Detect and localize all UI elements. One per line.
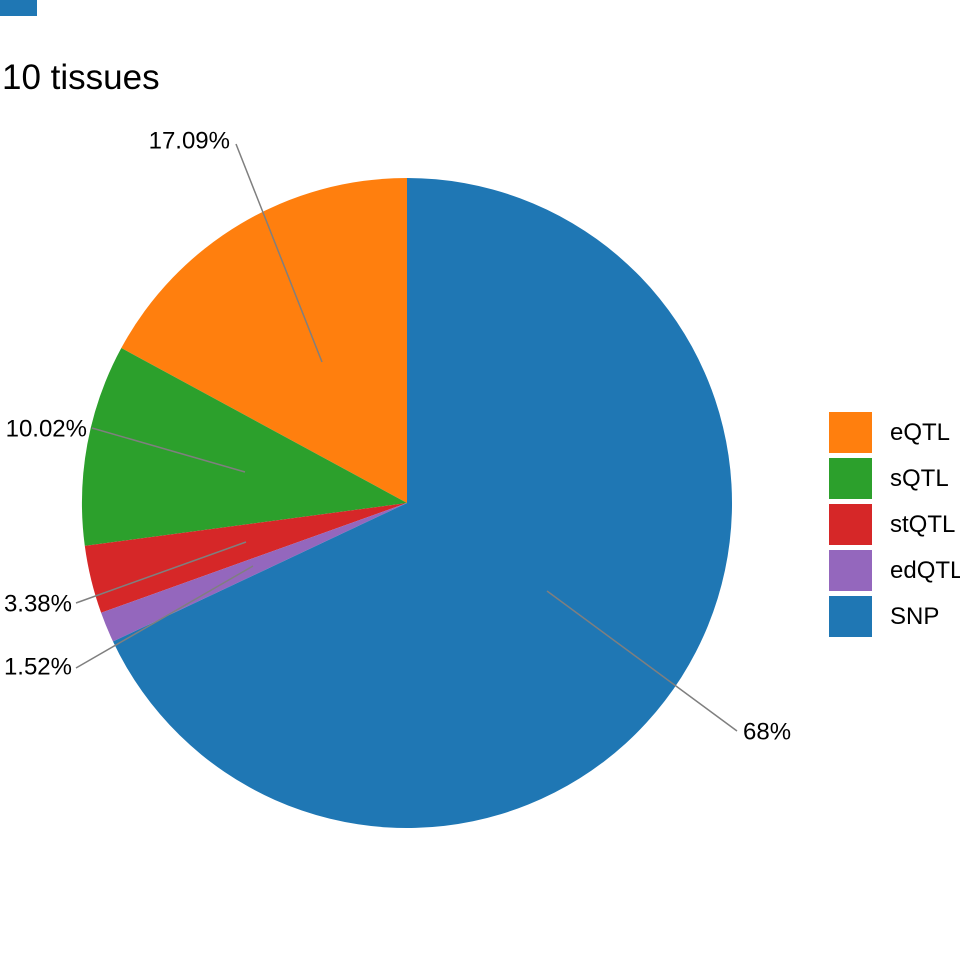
- legend-swatch-eqtl: [829, 412, 872, 453]
- legend-swatch-snp: [829, 596, 872, 637]
- leader-line-snp: [546, 590, 738, 732]
- legend-swatch-stqtl: [829, 504, 872, 545]
- slice-label-snp: 68%: [743, 719, 791, 746]
- legend-label-snp: SNP: [890, 602, 940, 630]
- legend-label-eqtl: eQTL: [890, 418, 951, 446]
- pie-slice-snp[interactable]: [113, 178, 733, 829]
- slice-label-stqtl: 3.38%: [4, 591, 72, 618]
- leader-line-edqtl: [75, 565, 254, 669]
- pie-slice-stqtl[interactable]: [84, 503, 408, 613]
- legend-item-stqtl[interactable]: stQTL: [829, 504, 960, 545]
- legend: eQTL sQTL stQTL edQTL SNP: [829, 412, 960, 637]
- legend-label-edqtl: edQTL: [890, 556, 960, 584]
- pie-slice-eqtl[interactable]: [121, 178, 408, 503]
- slice-label-edqtl: 1.52%: [4, 654, 72, 681]
- leader-line-sqtl: [91, 427, 246, 473]
- legend-item-snp[interactable]: SNP: [829, 596, 960, 637]
- slice-label-eqtl: 17.09%: [149, 128, 230, 155]
- leader-line-stqtl: [75, 541, 247, 604]
- legend-swatch-edqtl: [829, 550, 872, 591]
- pie-slice-edqtl[interactable]: [101, 503, 407, 642]
- legend-swatch-sqtl: [829, 458, 872, 499]
- legend-item-eqtl[interactable]: eQTL: [829, 412, 960, 453]
- top-left-blue-fragment: [0, 0, 37, 16]
- legend-label-sqtl: sQTL: [890, 464, 949, 492]
- legend-label-stqtl: stQTL: [890, 510, 956, 538]
- chart-title: 10 tissues: [2, 58, 160, 97]
- legend-item-edqtl[interactable]: edQTL: [829, 550, 960, 591]
- legend-item-sqtl[interactable]: sQTL: [829, 458, 960, 499]
- slice-label-sqtl: 10.02%: [6, 416, 87, 443]
- leader-line-eqtl: [235, 143, 323, 363]
- pie-slice-sqtl[interactable]: [81, 348, 407, 546]
